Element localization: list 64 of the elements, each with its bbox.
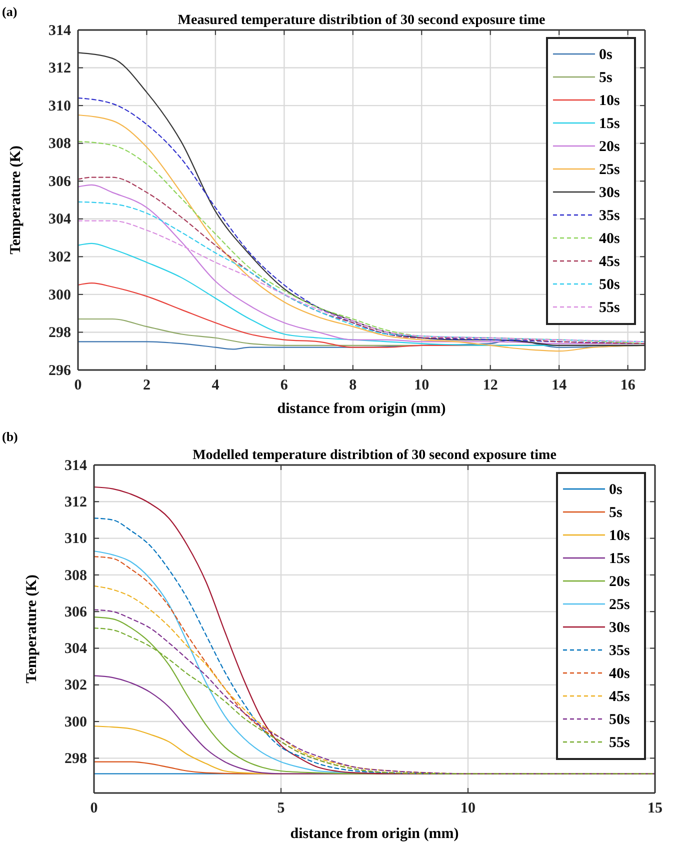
y-tick-label: 302 bbox=[48, 249, 71, 266]
legend-label: 5s bbox=[609, 505, 622, 521]
legend-label: 20s bbox=[609, 574, 630, 590]
y-tick-label: 298 bbox=[64, 750, 87, 767]
legend-label: 10s bbox=[609, 528, 630, 544]
y-tick-label: 306 bbox=[48, 174, 72, 190]
y-axis-title: Temperature (K) bbox=[24, 574, 40, 684]
legend-label: 30s bbox=[599, 185, 620, 201]
x-tick-label: 14 bbox=[552, 378, 568, 394]
x-tick-label: 16 bbox=[620, 378, 636, 394]
legend-label: 45s bbox=[599, 254, 620, 270]
y-tick-label: 314 bbox=[48, 22, 72, 39]
y-tick-label: 310 bbox=[48, 98, 71, 114]
legend-label: 0s bbox=[609, 482, 622, 498]
legend-label: 40s bbox=[609, 666, 630, 682]
x-axis-title: distance from origin (mm) bbox=[290, 826, 459, 842]
legend-label: 35s bbox=[609, 643, 630, 659]
y-tick-label: 308 bbox=[48, 136, 71, 152]
text: (a) bbox=[2, 4, 18, 19]
y-tick-label: 306 bbox=[64, 604, 88, 620]
y-tick-label: 296 bbox=[48, 362, 72, 379]
legend-label: 10s bbox=[599, 93, 620, 109]
x-tick-label: 0 bbox=[90, 800, 98, 817]
y-tick-label: 312 bbox=[48, 60, 71, 77]
legend-label: 15s bbox=[609, 551, 630, 567]
chart-title: Modelled temperature distribtion of 30 second exposure time bbox=[192, 448, 556, 463]
x-axis-title: distance from origin (mm) bbox=[277, 401, 446, 417]
y-tick-label: 304 bbox=[64, 641, 88, 658]
x-tick-label: 4 bbox=[212, 378, 220, 394]
y-tick-label: 312 bbox=[64, 494, 87, 510]
x-tick-label: 10 bbox=[414, 378, 430, 394]
legend-label: 55s bbox=[609, 735, 630, 751]
legend-label: 55s bbox=[599, 300, 620, 316]
legend-label: 25s bbox=[609, 597, 630, 613]
x-tick-label: 6 bbox=[280, 378, 288, 394]
chart-title: Measured temperature distribtion of 30 second exposure time bbox=[178, 13, 546, 28]
legend-label: 40s bbox=[599, 231, 620, 247]
legend-label: 30s bbox=[609, 620, 630, 636]
legend-label: 45s bbox=[609, 689, 630, 705]
x-tick-label: 15 bbox=[648, 800, 662, 817]
y-tick-label: 304 bbox=[48, 212, 72, 228]
x-tick-label: 0 bbox=[74, 378, 82, 394]
y-tick-label: 298 bbox=[48, 325, 71, 342]
legend-label: 5s bbox=[599, 70, 612, 86]
legend-label: 50s bbox=[609, 712, 630, 728]
legend-label: 15s bbox=[599, 116, 620, 132]
y-axis-title: Temperature (K) bbox=[8, 146, 24, 254]
legend-label: 20s bbox=[599, 139, 620, 155]
legend-label: 25s bbox=[599, 162, 620, 178]
legend-label: 0s bbox=[599, 47, 612, 63]
y-tick-label: 300 bbox=[48, 287, 71, 304]
y-tick-label: 310 bbox=[64, 531, 87, 548]
x-tick-label: 12 bbox=[482, 378, 498, 394]
y-tick-label: 302 bbox=[64, 678, 87, 694]
y-tick-label: 314 bbox=[64, 458, 88, 474]
y-tick-label: 308 bbox=[64, 568, 87, 584]
y-tick-label: 300 bbox=[64, 714, 87, 730]
x-tick-label: 2 bbox=[142, 378, 150, 394]
x-tick-label: 8 bbox=[349, 378, 357, 394]
x-tick-label: 10 bbox=[460, 800, 476, 817]
text: (b) bbox=[2, 429, 18, 444]
x-tick-label: 5 bbox=[277, 800, 285, 817]
legend-label: 35s bbox=[599, 208, 620, 224]
legend-label: 50s bbox=[599, 277, 620, 293]
